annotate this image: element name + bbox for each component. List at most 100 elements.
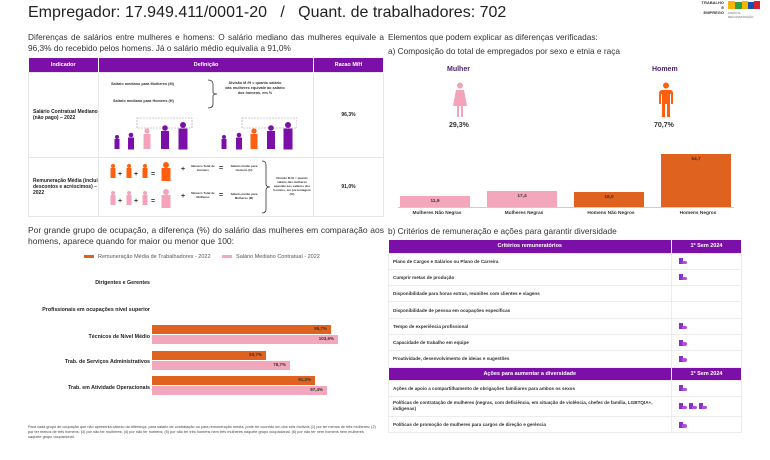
svg-text:=: = <box>151 171 155 178</box>
section-b-title: b) Critérios de remuneração e ações para… <box>388 226 617 236</box>
mark-cell <box>671 350 742 368</box>
table-row: Ações de apoio a compartilhamento de obr… <box>388 379 742 397</box>
bar-homens-nao-negros: 16,0 <box>574 192 644 207</box>
people-figures-icon <box>114 117 297 149</box>
table-row: Políticas de promoção de mulheres para c… <box>388 415 742 434</box>
woman-pct: 29,3% <box>449 122 469 129</box>
check-mark-icon <box>699 403 707 410</box>
bar-homens-negros: 54,7 <box>661 154 731 207</box>
table-row: Tempo de experiência profissional <box>388 317 742 335</box>
legend-swatch-pink <box>222 255 233 259</box>
bar-orange: 95,7% <box>152 325 331 334</box>
bar-orange: 91,2% <box>152 376 315 385</box>
mark-cell <box>671 301 742 319</box>
occupation-intro: Por grande grupo de ocupação, a diferenç… <box>28 225 384 246</box>
criterion-label: Cumprir metas de produção <box>388 268 672 287</box>
brasil-logo-icon <box>728 1 760 9</box>
check-mark-icon <box>679 421 687 428</box>
check-mark-icon <box>679 258 687 265</box>
header-definicao: Definição <box>98 58 314 72</box>
mark-cell <box>671 333 742 352</box>
category-label: Dirigentes e Gerentes <box>95 280 150 286</box>
employer-id: Empregador: 17.949.411/0001-20 <box>28 4 267 21</box>
table-row: Capacidade de trabalho em equipe <box>388 333 742 352</box>
worker-count: Quant. de trabalhadores: 702 <box>298 4 507 21</box>
table-row: Plano de Cargos e Salários ou Plano de C… <box>388 252 742 270</box>
equals-icon: = <box>219 164 224 172</box>
criterion-label: Capacidade de trabalho em equipe <box>388 333 672 352</box>
man-icon <box>659 82 673 117</box>
criterion-label: Tempo de experiência profissional <box>388 317 672 335</box>
action-label: Políticas de contratação de mulheres (ne… <box>388 395 672 417</box>
definition-line: Salário mediano para Homens (H) <box>113 98 174 103</box>
category-label: Técnicos de Nível Médio <box>88 334 150 340</box>
header-semester: 1º Sem 2024 <box>671 240 742 253</box>
women-sum-icon: + + = <box>110 188 171 208</box>
chart-legend: Remuneração Média de Trabalhadores - 202… <box>84 254 320 260</box>
ministry-label: TRABALHO E EMPREGO <box>701 0 724 15</box>
woman-label: Mulher <box>447 66 470 73</box>
page-title: Empregador: 17.949.411/0001-20 / Quant. … <box>28 4 506 22</box>
svg-text:+: + <box>118 171 122 178</box>
ratio-value: 96,3% <box>313 71 384 158</box>
criteria-table: Critérios remuneratórios 1º Sem 2024 Pla… <box>388 240 742 434</box>
check-mark-icon <box>679 339 687 346</box>
elements-intro: Elementos que podem explicar as diferenç… <box>388 32 598 42</box>
bar-pink: 76,7% <box>152 361 290 370</box>
indicator-label: Remuneração Média (inclui descontos e ac… <box>28 156 99 217</box>
section-a-title: a) Composição do total de empregados por… <box>388 46 620 56</box>
criterion-label: Disponibilidade para horas extras, reuni… <box>388 285 672 303</box>
men-sum-icon: + + = <box>110 161 171 181</box>
check-mark-icon <box>679 323 687 330</box>
category-label: Trab. em Atividade Operacionais <box>68 385 150 391</box>
ratio-value: 91,0% <box>313 156 384 217</box>
legend-label: Salário Mediano Contratual - 2022 <box>236 254 320 260</box>
svg-text:+: + <box>118 198 122 205</box>
header-criterios: Critérios remuneratórios <box>388 240 672 253</box>
composition-chart: 11,9 17,4 16,0 54,7 <box>398 150 734 208</box>
mark-cell <box>671 285 742 303</box>
category-label: Homens Negros <box>679 211 717 216</box>
header-acoes: Ações para aumentar a diversidade <box>388 367 672 381</box>
check-mark-icon <box>679 403 687 410</box>
table-row: Disponibilidade de pessoa em ocupações e… <box>388 301 742 319</box>
plus-icon: + <box>181 192 186 200</box>
header-indicador: Indicador <box>28 58 99 72</box>
man-pct: 70,7% <box>654 122 674 129</box>
check-mark-icon <box>679 355 687 362</box>
criterion-label: Disponibilidade de pessoa em ocupações e… <box>388 301 672 319</box>
category-label: Mulheres Negras <box>504 211 544 216</box>
salary-intro: Diferenças de salários entre mulheres e … <box>28 32 384 53</box>
table-row: Políticas de contratação de mulheres (ne… <box>388 395 742 417</box>
women-result-label: Salário médio para Mulheres (M) <box>230 191 258 200</box>
bar-mulheres-nao-negras: 11,9 <box>400 196 470 207</box>
definition-cell: Salário mediano para Mulheres (M) Salári… <box>98 71 314 158</box>
woman-icon <box>453 82 467 117</box>
check-mark-icon <box>679 274 687 281</box>
separator: / <box>280 4 285 21</box>
indicator-table: Indicador Definição Razao M/H Salário Co… <box>28 58 384 217</box>
criterion-label: Plano de Cargos e Salários ou Plano de C… <box>388 252 672 270</box>
equals-icon: = <box>219 191 224 199</box>
header-razao: Razao M/H <box>313 58 384 72</box>
table-row: Salário Contratual Mediano (não pago) – … <box>28 71 384 158</box>
svg-text:+: + <box>134 198 138 205</box>
indicator-label: Salário Contratual Mediano (não pago) – … <box>28 71 99 158</box>
bar-pink: 103,6% <box>152 335 338 344</box>
definition-line: Salário mediano para Mulheres (M) <box>111 81 174 86</box>
svg-text:+: + <box>134 171 138 178</box>
footnote: Para cada grupo de ocupação que não apre… <box>28 425 376 439</box>
bar-pink: 97,4% <box>152 386 327 395</box>
check-mark-icon <box>689 403 697 410</box>
bar-orange: 63,7% <box>152 351 266 360</box>
plus-icon: + <box>181 165 186 173</box>
check-mark-icon <box>679 385 687 392</box>
man-label: Homem <box>652 66 678 73</box>
division-text: Divisão M /H = quanto salário das mulher… <box>225 80 285 95</box>
table-row: Cumprir metas de produção <box>388 268 742 287</box>
action-label: Políticas de promoção de mulheres para c… <box>388 415 672 434</box>
action-label: Ações de apoio a compartilhamento de obr… <box>388 379 672 397</box>
category-label: Profissionais em ocupações nível superio… <box>42 307 150 313</box>
category-label: Homens Não Negros <box>587 211 635 216</box>
criterion-label: Proatividade, desenvolvimento de ideias … <box>388 350 672 368</box>
